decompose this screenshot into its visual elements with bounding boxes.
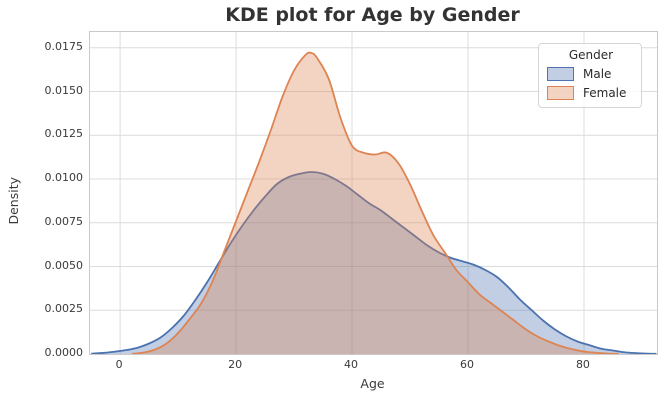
legend-swatch-male [547, 67, 574, 81]
legend-label-male: Male [583, 67, 612, 81]
legend-box: Gender Male Female [538, 43, 642, 108]
legend-entries: Male Female [547, 67, 635, 100]
x-tick-label: 20 [228, 358, 243, 371]
y-tick-label: 0.0125 [44, 127, 84, 141]
kde-line-male [91, 171, 657, 354]
y-tick-label: 0.0000 [44, 346, 84, 359]
kde-area-male [91, 172, 657, 354]
x-tick-label: 80 [575, 358, 590, 371]
y-tick-label: 0.0025 [44, 302, 84, 316]
y-axis-label: Density [6, 177, 21, 225]
x-tick-label: 0 [115, 358, 123, 371]
kde-plot-canvas [90, 32, 657, 354]
legend-entry-female: Female [547, 86, 635, 100]
legend-entry-male: Male [547, 67, 635, 81]
y-tick-label: 0.0075 [44, 214, 84, 228]
legend-swatch-female [547, 86, 574, 100]
x-tick-label: 60 [460, 358, 474, 371]
kde-area-female [131, 52, 619, 354]
x-tick-label: 40 [344, 358, 359, 371]
chart-title: KDE plot for Age by Gender [225, 4, 520, 26]
y-tick-label: 0.0150 [44, 83, 84, 97]
legend-title: Gender [568, 48, 614, 62]
y-tick-label: 0.0050 [44, 258, 84, 272]
y-tick-label: 0.0100 [44, 171, 84, 184]
kde-line-female [131, 51, 619, 354]
legend-label-female: Female [583, 86, 627, 100]
y-tick-label: 0.0175 [44, 39, 84, 53]
x-axis-label: Age [360, 376, 385, 391]
